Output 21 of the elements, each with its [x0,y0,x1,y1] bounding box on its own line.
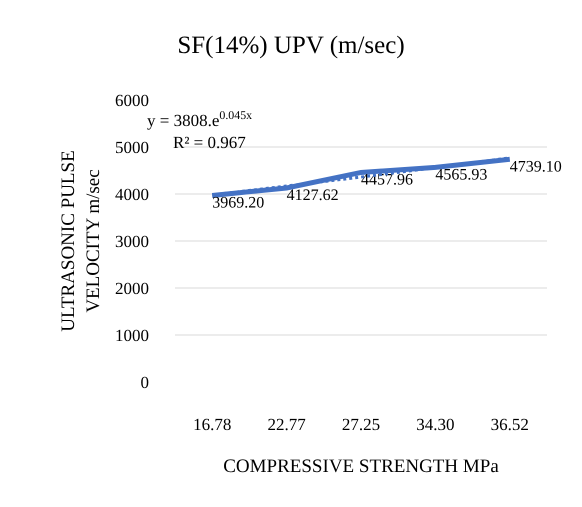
data-label: 4565.93 [435,166,488,184]
annotation: y = 3808.e$^{0.045x}$ [147,108,252,130]
x-tick-label: 27.25 [342,415,380,434]
chart-title: SF(14%) UPV (m/sec) [177,32,405,59]
x-tick-label: 16.78 [193,415,232,434]
data-label: 4739.10 [510,158,562,176]
x-tick-label: 34.30 [416,415,455,434]
y-tick-label: 3000 [115,232,149,251]
data-label: 3969.20 [212,194,264,212]
annotation: R² = 0.967 [173,133,246,152]
x-tick-label: 22.77 [267,415,306,434]
y-tick-label: 6000 [115,90,149,110]
y-tick-label: 0 [140,372,149,392]
y-tick-label: 2000 [115,278,149,298]
y-tick-label: 1000 [115,326,149,345]
data-label: 4127.62 [286,187,339,204]
y-axis-title: ULTRASONIC PULSE VELOCITY m/sec [58,150,104,332]
y-tick-label: 4000 [115,184,149,204]
y-tick-label: 5000 [115,138,149,157]
x-tick-label: 36.52 [490,415,529,434]
x-axis-title: COMPRESSIVE STRENGTH MPa [223,456,500,477]
